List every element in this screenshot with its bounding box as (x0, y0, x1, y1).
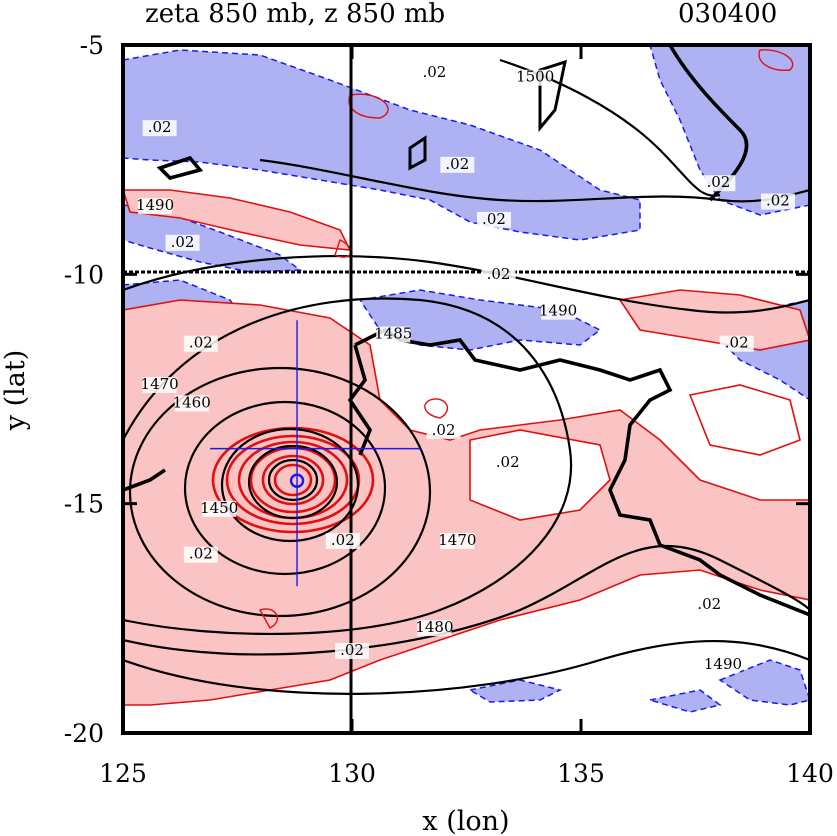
vorticity-contour-label-bg-3 (701, 175, 736, 192)
vorticity-contour-label-12: .02 (189, 545, 213, 563)
vorticity-contour-label-bg-4 (760, 193, 795, 210)
height-contour-label-bg-6 (174, 395, 209, 412)
vorticity-contour-labels: .02 .02 .02 .02 .02 .02 .02 .02 .02 .02 .02 .02 .02.… (142, 63, 795, 660)
y-tick-label-1: -10 (64, 260, 104, 289)
vorticity-contour-label-bg-13 (325, 532, 360, 549)
x-tick-label-1: 130 (328, 759, 376, 788)
vorticity-contour-label-bg-2 (440, 156, 475, 173)
x-axis-ticks: 125 130 135 140 (99, 45, 834, 788)
height-contour-label-bg-0 (518, 69, 553, 86)
vorticity-contour-label-bg-8 (183, 335, 218, 352)
vorticity-contour-label-15: .02 (340, 641, 364, 659)
plot-area: 1500149014901480147014701460145014901485… (123, 45, 810, 733)
y-tick-label-3: -20 (64, 719, 104, 748)
y-tick-label-2: -15 (64, 490, 104, 519)
height-contours (123, 58, 810, 695)
height-contour-label-3: 1480 (415, 618, 453, 636)
storm-center-marker (289, 473, 305, 488)
height-contour-label-bg-8 (138, 198, 173, 215)
height-contour-label-bg-3 (417, 620, 452, 637)
height-contour-label-bg-9 (376, 326, 411, 343)
vorticity-contour-label-10: .02 (432, 421, 456, 439)
vorticity-contour-label-bg-7 (481, 266, 516, 283)
vorticity-contour-label-bg-9 (719, 335, 754, 352)
x-tick-label-0: 125 (99, 759, 147, 788)
height-contour-label-bg-1 (541, 303, 576, 320)
x-tick-label-2: 135 (557, 759, 605, 788)
chart-timestamp: 030400 (678, 0, 777, 29)
height-contour-label-bg-5 (142, 377, 177, 393)
chart-title: zeta 850 mb, z 850 mb (145, 0, 445, 29)
vorticity-contour-label-4: .02 (766, 192, 790, 210)
height-contour-label-2: 1490 (704, 655, 742, 673)
y-axis-label: y (lat) (0, 350, 31, 432)
vorticity-contour-label-bg-5 (476, 211, 511, 228)
vorticity-contour-label-bg-14 (692, 597, 727, 614)
vorticity-contour-label-bg-11 (490, 454, 525, 471)
vorticity-contour-label-6: .02 (171, 233, 195, 251)
height-contour-label-5: 1470 (141, 375, 179, 393)
vorticity-contour-label-9: .02 (725, 334, 749, 352)
plot-frame (121, 43, 812, 735)
positive-vorticity-fill (123, 189, 810, 706)
vorticity-contour-label-7: .02 (487, 265, 511, 283)
height-contour-label-9: 1485 (374, 325, 412, 343)
y-axis-ticks: -5 -10 -15 -20 (64, 31, 810, 748)
height-contour-label-bg-2 (705, 656, 740, 673)
vorticity-contour-label-8: .02 (189, 334, 213, 352)
vorticity-contour-label-13: .02 (331, 531, 355, 549)
y-tick-label-0: -5 (80, 31, 104, 60)
height-contour-label-bg-7 (202, 500, 237, 517)
vorticity-contour-label-bg-0 (417, 65, 452, 82)
vorticity-contour-label-11: .02 (496, 453, 520, 471)
track-cross (210, 320, 421, 587)
vorticity-contour-label-14: .02 (697, 595, 721, 613)
vorticity-contour-label-bg-15 (335, 643, 369, 660)
height-contour-label-6: 1460 (173, 393, 211, 411)
height-contour-label-0: 1500 (516, 68, 554, 86)
vorticity-contour-label-5: .02 (482, 210, 506, 228)
vorticity-contour-label-2: .02 (445, 155, 469, 173)
vorticity-contour-label-bg-10 (426, 422, 461, 439)
height-contour-label-bg-4 (440, 532, 475, 549)
height-contour-label-7: 1450 (200, 499, 238, 517)
height-contour-label-4: 1470 (438, 531, 476, 549)
vorticity-contour-label-3: .02 (706, 173, 730, 191)
vorticity-contour-label-bg-12 (183, 546, 218, 563)
vorticity-contour-label-bg-1 (142, 120, 177, 137)
x-tick-label-3: 140 (786, 759, 834, 788)
height-contour-label-1: 1490 (539, 302, 577, 320)
vorticity-contour-label-1: .02 (148, 118, 172, 136)
x-axis-label: x (lon) (422, 806, 509, 836)
vorticity-contour-label-bg-6 (165, 234, 200, 251)
vorticity-contour-label-0: .02 (423, 63, 447, 81)
height-contour-label-8: 1490 (136, 196, 174, 214)
